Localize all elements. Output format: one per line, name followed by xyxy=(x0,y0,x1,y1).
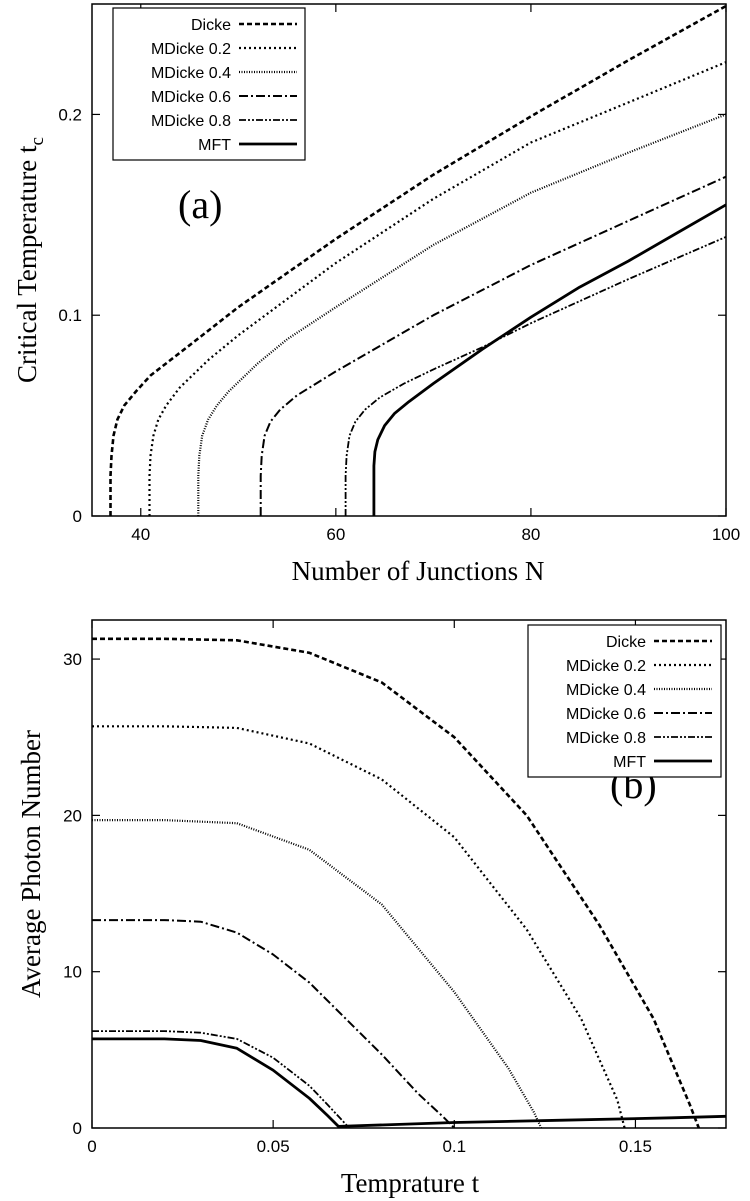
panel-a-x-axis-label: Number of Junctions N xyxy=(292,556,545,586)
panel-b-legend-label-mdicke-0-4: MDicke 0.4 xyxy=(566,682,646,699)
panel-b-legend-label-dicke: Dicke xyxy=(606,634,646,651)
panel-a-y-tick-label-0: 0 xyxy=(73,507,82,526)
panel-b-legend-label-mdicke-0-8: MDicke 0.8 xyxy=(566,730,646,747)
panel-b-x-axis-label: Temprature t xyxy=(341,1168,480,1198)
panel-b-y-tick-label-30: 30 xyxy=(63,650,82,669)
panel-a-legend-label-mdicke-0-8: MDicke 0.8 xyxy=(151,113,231,130)
panel-a-y-tick-label-0-2: 0.2 xyxy=(58,105,82,124)
panel-a-x-tick-label-80: 80 xyxy=(521,525,540,544)
panel-a-x-tick-label-40: 40 xyxy=(131,525,150,544)
panel-b-y-tick-label-10: 10 xyxy=(63,963,82,982)
panel-b-legend: Dicke MDicke 0.2 MDicke 0.4 MDicke 0.6 MDick… xyxy=(527,624,722,778)
panel-b-legend-label-mdicke-0-6: MDicke 0.6 xyxy=(566,706,646,723)
panel-a-legend-box xyxy=(112,7,306,161)
panel-a-x-tick-label-60: 60 xyxy=(326,525,345,544)
panel-a-legend-label-mdicke-0-2: MDicke 0.2 xyxy=(151,41,231,58)
panel-b-series-lines xyxy=(92,637,726,1128)
panel-b-legend-box xyxy=(527,624,722,778)
panel-b-series-mdicke-0-8 xyxy=(92,1030,350,1128)
panel-a-series-dicke xyxy=(109,4,726,516)
panel-a-y-axis-label-main: Critical Temperature t xyxy=(12,145,42,383)
panel-a-ticks: 40 60 80 100 0 0.1 0.2 xyxy=(58,4,740,544)
panel-b-series-dicke xyxy=(92,637,701,1128)
panel-b-x-tick-label-0: 0 xyxy=(87,1137,96,1156)
panel-a-legend-label-dicke: Dicke xyxy=(191,17,231,34)
panel-b-legend-label-mdicke-0-2: MDicke 0.2 xyxy=(566,658,646,675)
panel-a-series-mdicke-0-2 xyxy=(148,61,726,516)
panel-a-y-axis-label: Critical Temperature tc xyxy=(12,137,48,383)
panel-a-y-tick-label-0-1: 0.1 xyxy=(58,306,82,325)
panel-b-y-axis-label: Average Photon Number xyxy=(16,730,46,998)
panel-a-plot-frame xyxy=(91,3,727,517)
panel-b-x-tick-label-0-15: 0.15 xyxy=(619,1137,652,1156)
panel-a-y-axis-label-subscript: c xyxy=(27,137,48,145)
panel-b-x-tick-label-0-05: 0.05 xyxy=(257,1137,290,1156)
panel-a-series-mft xyxy=(372,203,726,516)
panel-a-series-mdicke-0-4 xyxy=(197,113,726,516)
panel-a-legend-label-mft: MFT xyxy=(198,137,231,154)
panel-b-y-tick-label-20: 20 xyxy=(63,806,82,825)
panel-a-legend-label-mdicke-0-6: MDicke 0.6 xyxy=(151,89,231,106)
panel-a-legend-label-mdicke-0-4: MDicke 0.4 xyxy=(151,65,231,82)
panel-a-x-tick-label-100: 100 xyxy=(712,525,740,544)
panel-b-series-mdicke-0-2 xyxy=(92,725,626,1128)
panel-b-plot-frame xyxy=(91,619,727,1129)
panel-a-legend: Dicke MDicke 0.2 MDicke 0.4 MDicke 0.6 MDick… xyxy=(112,7,306,161)
panel-a-chart: 40 60 80 100 0 0.1 0.2 (a) Number of Junctions… xyxy=(12,3,740,586)
panel-b-legend-label-mft: MFT xyxy=(613,754,646,771)
panel-b-series-mdicke-0-6 xyxy=(92,919,456,1128)
panel-a-series-mdicke-0-6 xyxy=(259,175,726,516)
panel-a-series-lines xyxy=(109,4,726,516)
panel-b-ticks: 0 0.05 0.1 0.15 0 10 20 30 xyxy=(63,620,726,1156)
panel-b-series-mdicke-0-4 xyxy=(92,818,543,1128)
panel-b-x-tick-label-0-1: 0.1 xyxy=(442,1137,466,1156)
panel-b-series-mft xyxy=(92,1037,726,1128)
panel-b-y-tick-label-0: 0 xyxy=(73,1119,82,1138)
panel-a-label: (a) xyxy=(178,182,222,227)
panel-a-series-mdicke-0-8 xyxy=(344,236,726,516)
